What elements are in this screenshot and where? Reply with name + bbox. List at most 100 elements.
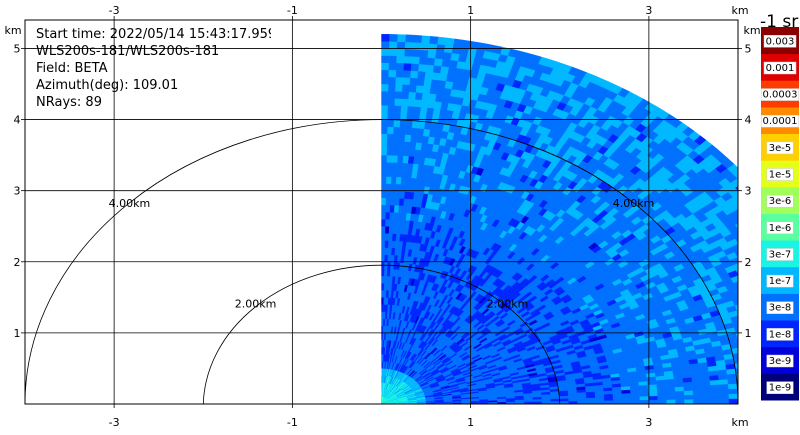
beta-cell: [426, 57, 436, 66]
beta-cell: [630, 400, 641, 404]
beta-cell: [666, 395, 676, 401]
beta-cell: [532, 396, 543, 400]
beta-cell: [657, 391, 667, 397]
beta-cell: [381, 233, 386, 241]
beta-cell: [421, 92, 431, 101]
y-tick-label-right: 3: [745, 185, 752, 198]
beta-cell: [736, 310, 738, 314]
beta-cell: [728, 398, 738, 404]
beta-cell: [412, 49, 422, 58]
beta-cell: [719, 398, 730, 404]
beta-cell: [674, 386, 685, 392]
beta-cell: [403, 62, 412, 71]
beta-cell: [389, 204, 395, 213]
beta-cell: [410, 134, 418, 143]
beta-cell: [394, 91, 403, 99]
beta-cell: [388, 62, 397, 71]
beta-cell: [389, 211, 395, 220]
beta-cell: [381, 97, 389, 106]
colorbar-label: 0.003: [766, 36, 795, 47]
y-tick-label-right: 1: [745, 327, 752, 340]
beta-cell: [550, 398, 560, 402]
x-unit-bottom: km: [731, 416, 748, 429]
beta-cell: [390, 183, 397, 192]
beta-cell: [737, 393, 738, 400]
beta-cell: [381, 112, 389, 120]
beta-cell: [411, 56, 421, 65]
beta-cell: [381, 183, 387, 191]
beta-cell: [407, 98, 416, 107]
beta-cell: [751, 228, 763, 237]
beta-cell: [505, 399, 516, 403]
beta-cell: [674, 390, 685, 396]
y-unit-left: km: [4, 24, 21, 37]
beta-cell: [385, 183, 392, 192]
beta-cell: [603, 390, 614, 395]
beta-cell: [397, 155, 404, 164]
beta-cell: [684, 394, 694, 400]
beta-cell: [746, 388, 755, 394]
beta-cell: [401, 162, 409, 171]
beta-cell: [648, 399, 659, 404]
beta-cell: [381, 90, 389, 99]
colorbar-label: 1e-8: [769, 329, 792, 340]
beta-cell: [387, 126, 395, 135]
beta-cell: [700, 375, 711, 382]
beta-cell: [737, 398, 738, 404]
beta-cell: [408, 84, 418, 93]
beta-cell: [728, 388, 738, 395]
beta-cell: [657, 395, 667, 401]
beta-cell: [656, 387, 667, 393]
beta-cell: [735, 368, 738, 375]
beta-cell: [388, 226, 394, 234]
beta-cell: [612, 390, 623, 395]
beta-cell: [752, 361, 762, 367]
beta-cell: [747, 399, 756, 404]
beta-cell: [719, 393, 730, 400]
beta-cell: [739, 291, 750, 299]
beta-cell: [404, 48, 414, 57]
beta-cell: [445, 37, 456, 47]
beta-cell: [717, 369, 728, 376]
beta-cell: [429, 36, 439, 45]
y-unit-right: km: [743, 24, 760, 37]
beta-cell: [745, 283, 756, 291]
beta-cell: [437, 36, 447, 46]
beta-cell: [719, 389, 730, 395]
beta-cell: [385, 197, 391, 206]
beta-cell: [621, 389, 631, 395]
beta-cell: [750, 214, 762, 223]
beta-cell: [385, 225, 390, 234]
beta-cell: [415, 84, 425, 94]
beta-cell: [386, 154, 393, 163]
beta-cell: [613, 400, 623, 404]
beta-cell: [746, 208, 758, 217]
range-ring-label: 4.00km: [109, 197, 151, 210]
colorbar-label: 0.0003: [763, 90, 798, 101]
beta-cell: [421, 35, 431, 44]
beta-cell: [384, 268, 388, 277]
y-tick-label-right: 5: [745, 42, 752, 55]
beta-cell: [621, 400, 632, 404]
colorbar: 1e-93e-91e-83e-81e-73e-71e-63e-61e-53e-5…: [760, 27, 800, 401]
beta-cell: [392, 140, 400, 149]
beta-cell: [413, 106, 422, 115]
beta-cell: [386, 169, 393, 177]
beta-cell: [405, 34, 415, 43]
beta-cell: [585, 391, 596, 396]
beta-cell: [404, 134, 412, 143]
beta-cell: [630, 389, 640, 394]
beta-cell: [675, 399, 685, 404]
beta-cell: [684, 399, 694, 404]
beta-cell: [719, 384, 729, 390]
beta-cell: [381, 140, 388, 149]
beta-cell: [395, 76, 404, 85]
beta-cell: [403, 148, 411, 157]
beta-cell: [405, 120, 414, 128]
beta-cell: [381, 105, 389, 113]
beta-cell: [391, 162, 398, 170]
beta-cell: [692, 394, 703, 400]
beta-cell: [381, 254, 386, 262]
beta-cell: [747, 288, 758, 296]
